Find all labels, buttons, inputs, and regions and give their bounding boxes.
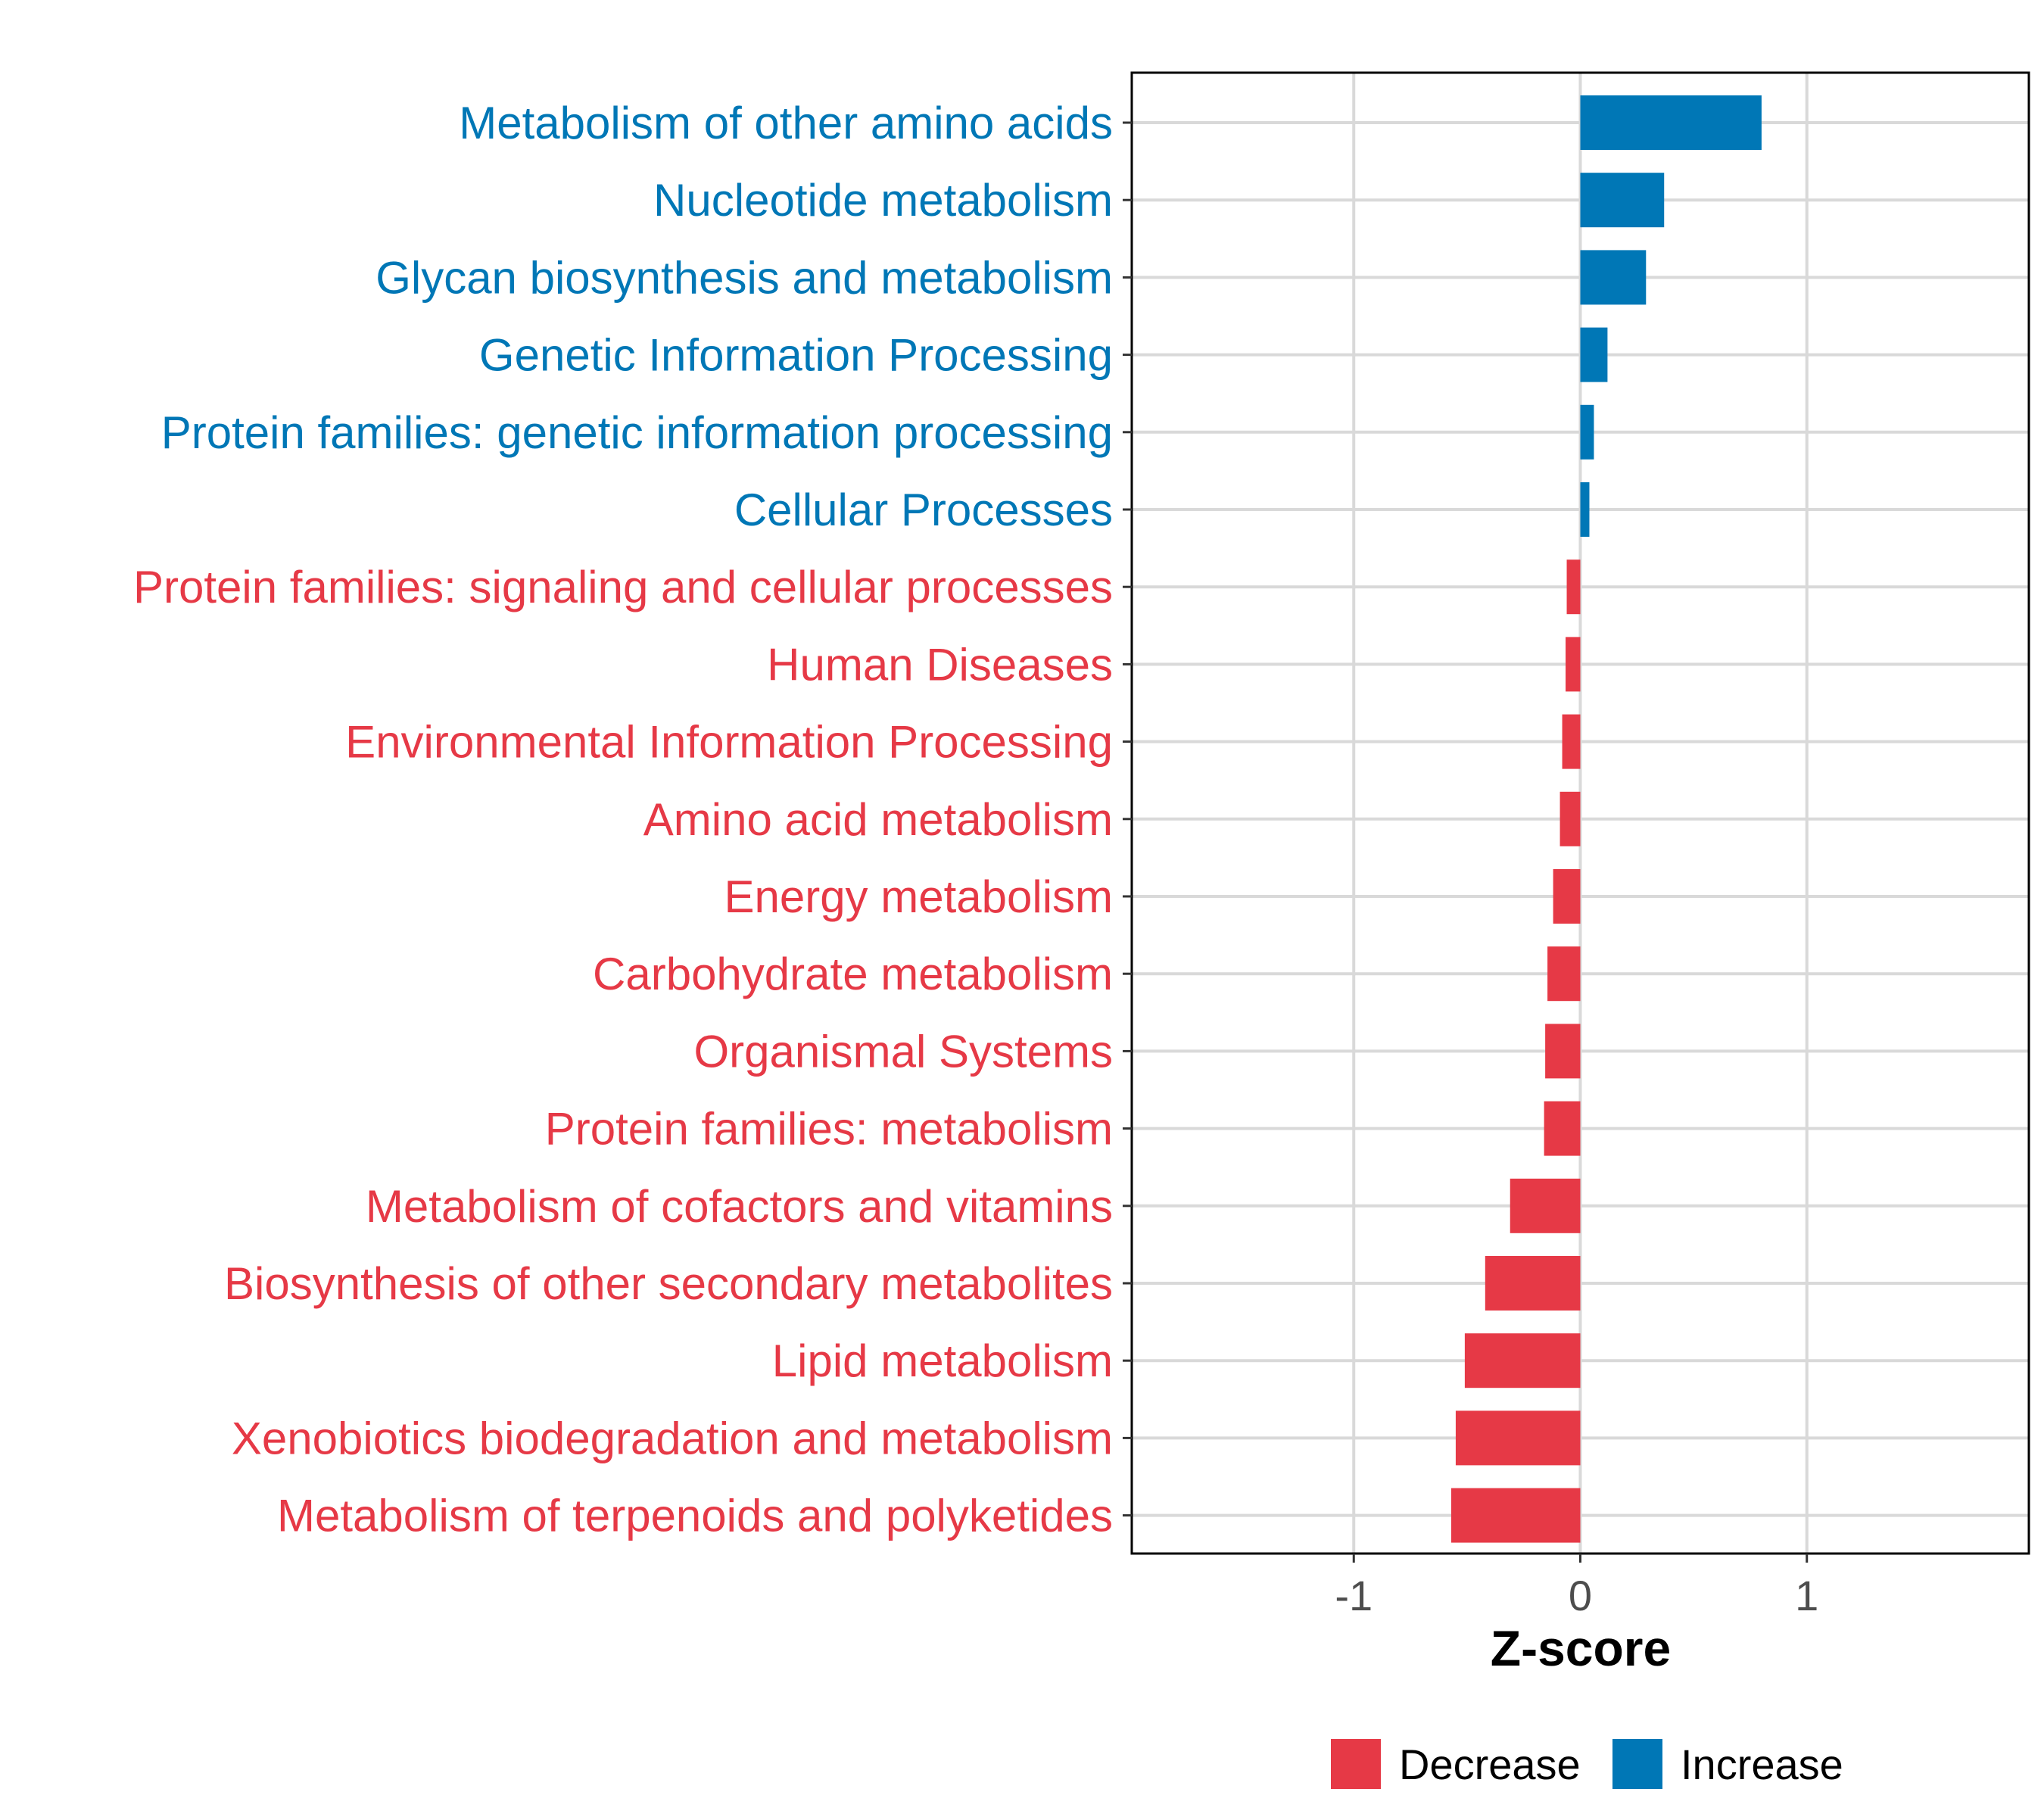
legend-item-increase[interactable]: Increase [1612, 1739, 1843, 1789]
y-tick-label: Nucleotide metabolism [653, 175, 1113, 226]
y-tick-label: Amino acid metabolism [643, 794, 1113, 845]
bar[interactable] [1450, 1488, 1581, 1543]
bar[interactable] [1566, 637, 1581, 692]
legend-label: Decrease [1399, 1741, 1581, 1788]
x-tick-label: -1 [1335, 1572, 1373, 1619]
bar[interactable] [1562, 714, 1581, 769]
bar[interactable] [1580, 482, 1590, 537]
y-tick-label: Genetic Information Processing [479, 330, 1113, 381]
y-axis: Metabolism of other amino acids Nucleotid… [133, 98, 1132, 1541]
y-tick-label: Carbohydrate metabolism [593, 949, 1113, 999]
legend-item-decrease[interactable]: Decrease [1331, 1739, 1581, 1789]
y-tick-label: Organismal Systems [694, 1026, 1113, 1077]
bar[interactable] [1580, 404, 1594, 460]
y-tick-label: Protein families: genetic information pr… [161, 407, 1113, 458]
y-tick-label: Xenobiotics biodegradation and metabolis… [232, 1413, 1113, 1463]
bar[interactable] [1510, 1178, 1581, 1233]
bar[interactable] [1559, 791, 1581, 846]
y-tick-label: Protein families: metabolism [545, 1104, 1113, 1155]
legend-swatch [1331, 1739, 1381, 1789]
y-tick-label: Metabolism of terpenoids and polyketides [277, 1491, 1113, 1541]
legend: Decrease Increase [1331, 1739, 1843, 1789]
x-tick-label: 0 [1569, 1572, 1592, 1619]
bar[interactable] [1455, 1410, 1581, 1466]
bar[interactable] [1580, 327, 1608, 382]
bar[interactable] [1580, 250, 1647, 305]
bar[interactable] [1547, 946, 1581, 1002]
bar[interactable] [1580, 173, 1665, 228]
bar[interactable] [1566, 559, 1581, 615]
bar[interactable] [1553, 869, 1581, 924]
y-tick-label: Metabolism of other amino acids [459, 98, 1113, 148]
y-tick-label: Glycan biosynthesis and metabolism [375, 252, 1113, 303]
bar[interactable] [1580, 95, 1762, 150]
y-tick-label: Energy metabolism [724, 871, 1113, 922]
legend-label: Increase [1681, 1741, 1843, 1788]
bar[interactable] [1545, 1024, 1581, 1079]
bar[interactable] [1485, 1256, 1581, 1311]
x-axis: -1 0 1 [1335, 1554, 1818, 1619]
x-axis-title: Z-score [1491, 1620, 1671, 1676]
bar[interactable] [1464, 1333, 1581, 1388]
y-tick-label: Protein families: signaling and cellular… [133, 562, 1113, 612]
y-tick-label: Environmental Information Processing [345, 717, 1113, 768]
y-tick-label: Biosynthesis of other secondary metaboli… [224, 1258, 1113, 1309]
y-tick-label: Cellular Processes [734, 485, 1113, 535]
legend-swatch [1612, 1739, 1662, 1789]
y-tick-label: Metabolism of cofactors and vitamins [366, 1181, 1113, 1232]
y-tick-label: Human Diseases [767, 639, 1113, 690]
bar[interactable] [1544, 1101, 1581, 1156]
x-tick-label: 1 [1795, 1572, 1818, 1619]
bars-layer [1450, 95, 1762, 1543]
y-tick-label: Lipid metabolism [772, 1335, 1113, 1386]
